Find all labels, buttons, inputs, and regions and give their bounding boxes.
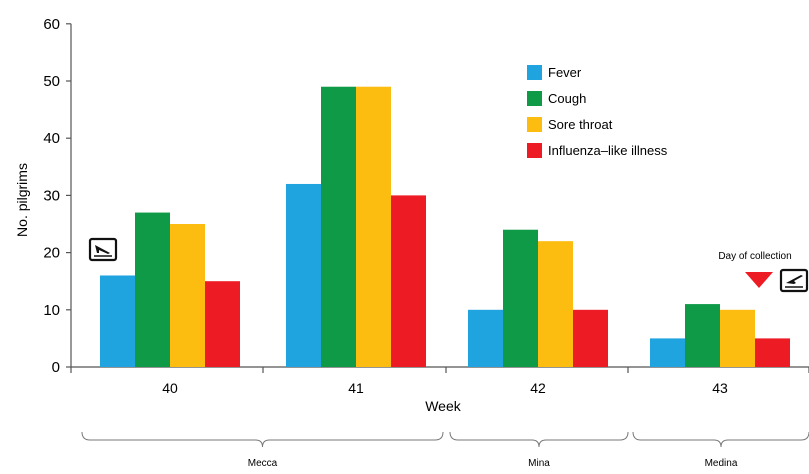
y-axis: 0 10 20 30 40 50 60 <box>43 16 72 376</box>
y-tick-label: 40 <box>43 130 60 147</box>
x-tick-label: 43 <box>712 380 728 396</box>
bar <box>685 304 720 367</box>
bar <box>100 275 135 367</box>
collection-marker <box>745 272 773 288</box>
legend-swatch <box>527 117 542 132</box>
y-tick-label: 50 <box>43 73 60 90</box>
region-label: Mina <box>528 458 550 469</box>
legend-swatch <box>527 143 542 158</box>
bar <box>391 195 426 367</box>
y-tick-label: 30 <box>43 187 60 204</box>
bar <box>720 309 755 367</box>
bar <box>356 86 391 367</box>
y-axis-title: No. pilgrims <box>14 163 30 237</box>
bars <box>100 86 790 367</box>
x-tick-label: 40 <box>162 380 178 396</box>
region-bracket <box>632 431 809 448</box>
bar <box>205 281 240 367</box>
bar <box>573 309 608 367</box>
legend-label: Influenza–like illness <box>548 143 668 158</box>
x-axis: 40 41 42 43 <box>70 366 809 396</box>
bar <box>650 338 685 367</box>
region-label: Mecca <box>248 458 278 469</box>
y-tick-label: 20 <box>43 245 60 262</box>
legend-swatch <box>527 65 542 80</box>
annotations: Day of collection <box>88 237 809 293</box>
collection-note: Day of collection <box>718 251 791 262</box>
airplane-departure-icon <box>779 268 809 293</box>
legend-swatch <box>527 91 542 106</box>
x-axis-title: Week <box>425 398 462 414</box>
x-tick-label: 42 <box>530 380 546 396</box>
region-label: Medina <box>705 458 738 469</box>
region-bracket <box>449 431 629 448</box>
bar <box>286 183 321 367</box>
bar <box>170 224 205 367</box>
y-tick-label: 0 <box>52 359 60 376</box>
legend-label: Sore throat <box>548 117 613 132</box>
x-tick-label: 41 <box>348 380 364 396</box>
bar <box>468 309 503 367</box>
bar <box>321 86 356 367</box>
bar <box>755 338 790 367</box>
bar <box>503 229 538 367</box>
legend-label: Cough <box>548 91 586 106</box>
legend: Fever Cough Sore throat Influenza–like illn… <box>527 65 668 158</box>
legend-label: Fever <box>548 65 582 80</box>
airplane-arrival-icon <box>88 237 118 262</box>
y-tick-label: 10 <box>43 302 60 319</box>
y-tick-label: 60 <box>43 16 60 33</box>
region-bracket <box>81 431 444 448</box>
bar <box>538 241 573 367</box>
bar <box>135 212 170 367</box>
region-brackets: Mecca Mina Medina <box>81 431 809 469</box>
